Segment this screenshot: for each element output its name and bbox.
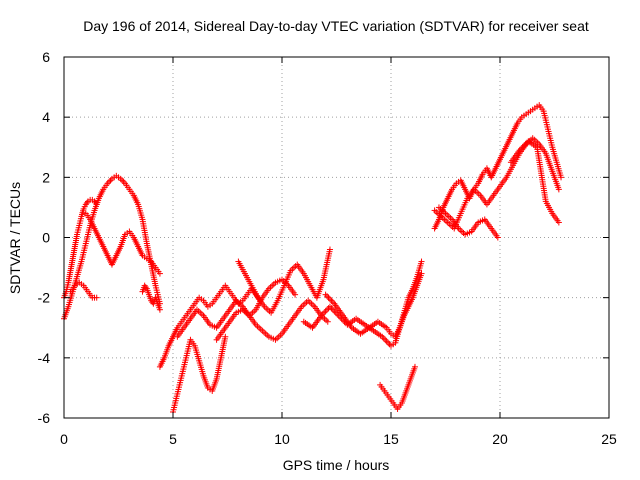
y-axis-title: SDTVAR / TECUs	[7, 182, 23, 294]
series-trace-17	[507, 138, 562, 226]
data-point	[324, 318, 331, 325]
y-tick-label: 0	[42, 230, 50, 246]
series-trace-4	[67, 279, 100, 301]
x-tick-label: 15	[383, 431, 399, 447]
series-trace-12	[322, 258, 425, 340]
data-point	[418, 258, 425, 265]
series-trace-5	[139, 282, 163, 313]
y-tick-label: 2	[42, 169, 50, 185]
series-trace-10	[235, 246, 333, 316]
series-trace-3	[82, 210, 163, 277]
data-point	[411, 363, 418, 370]
axis-ticks: 0 5 10 15 20 25 -6 -4 -2 0 2 4 6	[38, 49, 617, 447]
series-trace-7	[170, 333, 229, 415]
data-point	[222, 333, 229, 340]
series-trace-13	[377, 363, 418, 412]
x-tick-label: 5	[169, 431, 177, 447]
x-tick-label: 0	[60, 431, 68, 447]
y-tick-label: 4	[42, 109, 50, 125]
y-tick-label: -4	[38, 350, 51, 366]
chart-title: Day 196 of 2014, Sidereal Day-to-day VTE…	[83, 18, 589, 34]
series-trace-1	[61, 172, 163, 322]
series-trace-16	[435, 204, 501, 241]
x-tick-label: 20	[492, 431, 508, 447]
y-tick-label: -6	[38, 410, 51, 426]
data-point	[93, 294, 100, 301]
data-point	[93, 201, 100, 208]
data-point	[292, 291, 299, 298]
grid	[64, 57, 609, 418]
series-trace-2	[61, 196, 100, 301]
data-point	[555, 219, 562, 226]
data-point	[326, 246, 333, 253]
data-point	[156, 270, 163, 277]
y-tick-label: 6	[42, 49, 50, 65]
data-point	[418, 270, 425, 277]
data-point	[494, 234, 501, 241]
x-tick-label: 10	[274, 431, 290, 447]
y-tick-label: -2	[38, 290, 51, 306]
x-axis-title: GPS time / hours	[283, 457, 390, 473]
data-point	[555, 186, 562, 193]
data-points	[61, 102, 565, 415]
data-point	[156, 306, 163, 313]
series-trace-15	[431, 135, 562, 232]
x-tick-label: 25	[601, 431, 617, 447]
data-point	[558, 174, 565, 181]
